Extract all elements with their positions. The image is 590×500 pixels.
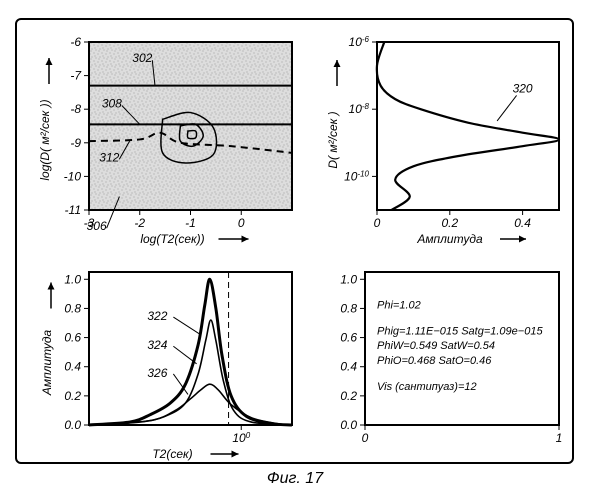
svg-text:0.4: 0.4 (340, 360, 357, 374)
panel-top-right: 0 0.2 0.4 10-10 10-8 10-6 Амплитуда D( м²/сек )… (326, 35, 559, 247)
svg-text:0.8: 0.8 (64, 301, 81, 315)
svg-text:10-10: 10-10 (344, 169, 369, 184)
panel-top-left: -3-2-10-11-10-9-8-7-6log(T2(сек))log(D( … (38, 35, 292, 246)
svg-text:-8: -8 (70, 102, 81, 116)
svg-text:100: 100 (232, 431, 250, 446)
svg-text:306: 306 (87, 219, 107, 233)
svg-text:0.2: 0.2 (340, 389, 357, 403)
svg-text:322: 322 (147, 309, 167, 323)
svg-text:-2: -2 (134, 216, 145, 230)
svg-text:1: 1 (556, 431, 563, 445)
figure-caption: Фиг. 17 (0, 470, 590, 488)
svg-text:1.0: 1.0 (340, 272, 357, 286)
figure-svg: -3-2-10-11-10-9-8-7-6log(T2(сек))log(D( … (17, 20, 572, 462)
svg-text:-10: -10 (64, 169, 82, 183)
svg-text:0.6: 0.6 (340, 331, 357, 345)
svg-text:320: 320 (513, 81, 533, 95)
svg-text:PhiO=0.468 SatO=0.46: PhiO=0.468 SatO=0.46 (377, 355, 492, 367)
caption-text: Фиг. 17 (267, 470, 323, 487)
svg-text:-1: -1 (185, 216, 196, 230)
svg-text:log(T2(сек)): log(T2(сек)) (140, 232, 204, 246)
svg-text:0.4: 0.4 (64, 360, 81, 374)
svg-text:0.2: 0.2 (64, 389, 81, 403)
svg-text:324: 324 (147, 338, 167, 352)
svg-text:PhiW=0.549 SatW=0.54: PhiW=0.549 SatW=0.54 (377, 340, 495, 352)
svg-text:-6: -6 (70, 35, 81, 49)
svg-text:0: 0 (374, 216, 381, 230)
svg-text:10-8: 10-8 (349, 102, 370, 117)
svg-text:Phig=1.11E−015 Satg=1.09e−015: Phig=1.11E−015 Satg=1.09e−015 (377, 326, 543, 338)
svg-text:log(D( м²/сек )): log(D( м²/сек )) (38, 99, 52, 180)
svg-text:Vis (сантипуаз)=12: Vis (сантипуаз)=12 (377, 381, 477, 393)
svg-text:-11: -11 (65, 203, 81, 217)
svg-text:0.2: 0.2 (441, 216, 458, 230)
svg-text:0.8: 0.8 (340, 301, 357, 315)
svg-text:0.0: 0.0 (340, 418, 357, 432)
svg-text:326: 326 (147, 366, 167, 380)
svg-text:0.6: 0.6 (64, 331, 81, 345)
figure-frame: -3-2-10-11-10-9-8-7-6log(T2(сек))log(D( … (15, 18, 574, 464)
svg-text:312: 312 (99, 150, 119, 164)
svg-text:302: 302 (132, 51, 152, 65)
svg-text:0.4: 0.4 (514, 216, 531, 230)
svg-text:0: 0 (362, 431, 369, 445)
svg-text:Амплитуда: Амплитуда (40, 330, 54, 397)
svg-text:-9: -9 (70, 136, 81, 150)
svg-text:10-6: 10-6 (349, 35, 370, 50)
svg-text:308: 308 (102, 97, 122, 111)
panel-bottom-left: 0.0 0.2 0.4 0.6 0.8 1.0 100 T2(сек) Амплитуда 322… (40, 272, 292, 461)
svg-text:0.0: 0.0 (64, 418, 81, 432)
svg-text:-7: -7 (70, 69, 82, 83)
svg-text:D( м²/сек ): D( м²/сек ) (326, 111, 340, 168)
svg-text:0: 0 (238, 216, 245, 230)
svg-text:T2(сек): T2(сек) (152, 447, 192, 461)
panel-bottom-right: 0.0 0.2 0.4 0.6 0.8 1.0 0 1 Phi=1.02 Phig=1.11E−0… (340, 272, 562, 445)
svg-text:Phi=1.02: Phi=1.02 (377, 299, 421, 311)
svg-text:1.0: 1.0 (64, 272, 81, 286)
svg-text:Амплитуда: Амплитуда (416, 232, 483, 246)
